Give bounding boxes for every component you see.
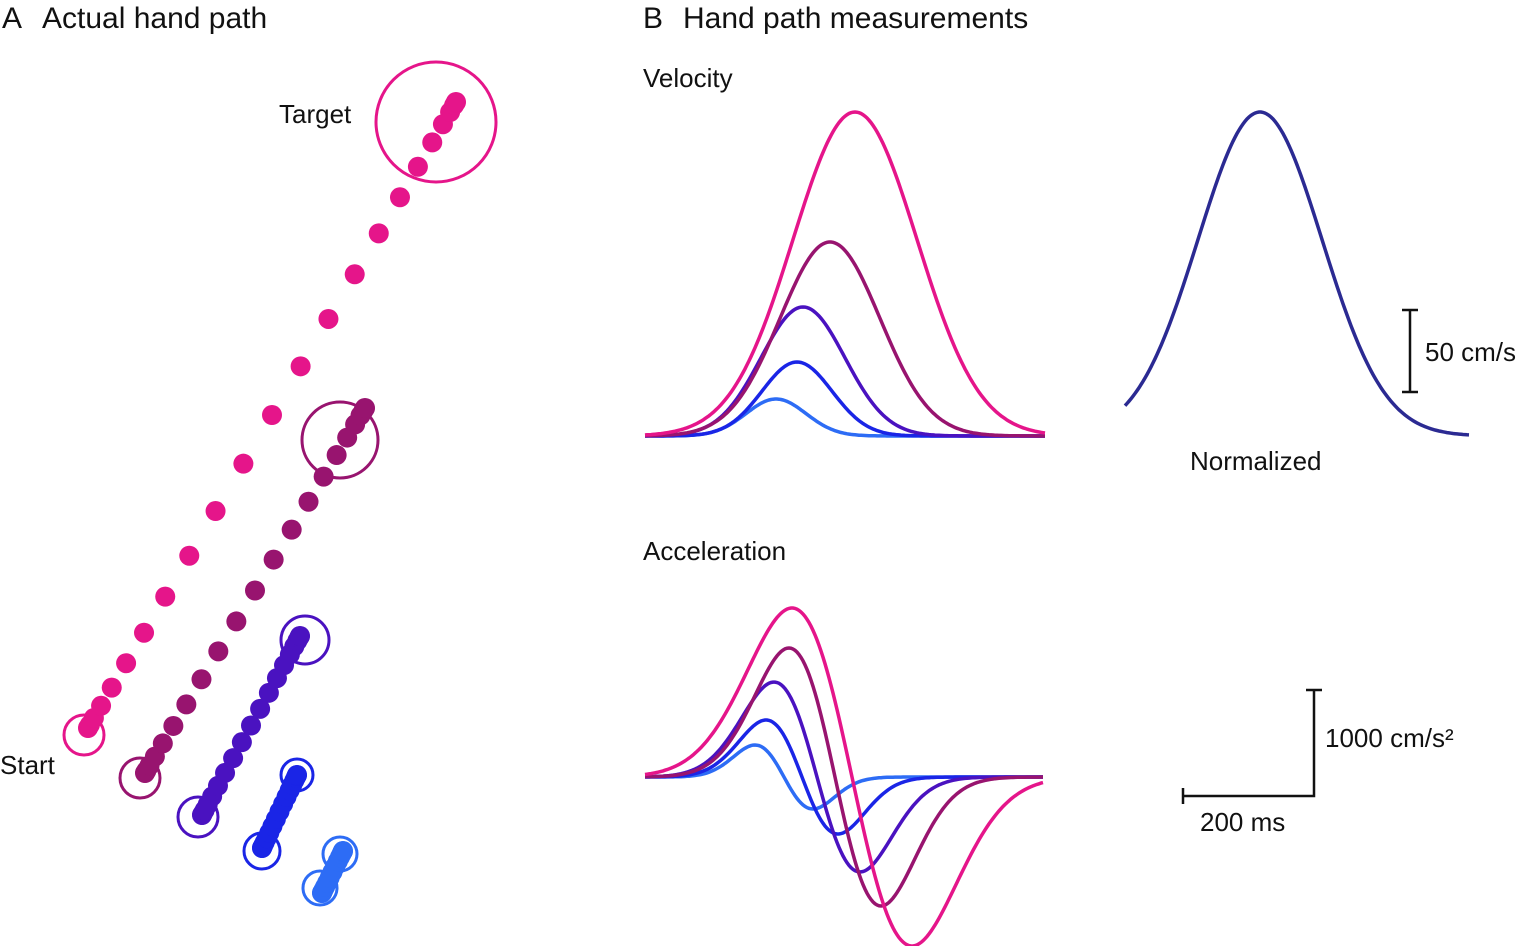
hand-dot — [355, 398, 375, 418]
hand-dot — [241, 715, 261, 736]
hand-dot — [287, 765, 307, 785]
path-circle — [118, 756, 162, 800]
panel-letter: B — [643, 2, 663, 35]
normalized-velocity-curve — [1123, 110, 1470, 437]
hand-dot — [313, 466, 334, 487]
hand-dot — [262, 405, 282, 425]
hand-dot — [318, 308, 339, 329]
acceleration-scale-label: 1000 cm/s² — [1325, 723, 1454, 753]
hand-dot — [231, 732, 252, 753]
hand-dot — [191, 669, 212, 690]
velocity-scale-bar — [1402, 308, 1418, 394]
hand-dot — [263, 549, 284, 570]
acceleration-curve — [645, 680, 1043, 874]
hand-dot — [116, 653, 137, 674]
hand-dot — [326, 445, 347, 466]
hand-dot — [205, 501, 226, 522]
path-circle — [374, 60, 498, 184]
panel-letter: A — [2, 2, 22, 35]
hand-dot — [250, 698, 271, 719]
hand-dot — [446, 92, 466, 112]
scale-bars — [1181, 308, 1418, 804]
hand-dot — [215, 762, 236, 783]
panel-title: Actual hand path — [42, 2, 267, 35]
hand-dot — [176, 694, 197, 715]
time-scale-label: 200 ms — [1200, 807, 1285, 837]
hand-dot — [344, 264, 365, 285]
hand-dot — [163, 715, 184, 736]
hand-dot — [298, 491, 319, 512]
path-circle — [62, 713, 106, 757]
hand-dot — [245, 580, 265, 601]
path-circle — [279, 614, 331, 666]
hand-dot — [290, 626, 310, 646]
hand-dot — [258, 682, 279, 703]
hand-dot — [91, 695, 112, 716]
hand-dot — [226, 611, 247, 632]
velocity-curve — [645, 240, 1045, 438]
acc-time-scale-bar — [1181, 688, 1322, 804]
acceleration-curve — [645, 646, 1043, 908]
hand-dot — [290, 356, 311, 377]
path-circle — [176, 795, 220, 839]
hand-dot — [389, 187, 410, 208]
hand-dot — [368, 223, 389, 244]
hand-dot — [155, 586, 176, 607]
hand-dot — [233, 453, 254, 474]
path-circle — [300, 400, 380, 480]
hand-dot — [101, 677, 122, 698]
hand-dot — [407, 156, 428, 177]
hand-dot — [422, 132, 443, 153]
acceleration-label: Acceleration — [643, 536, 786, 566]
velocity-label: Velocity — [643, 63, 733, 93]
velocity-curve — [644, 110, 1046, 437]
target-label: Target — [279, 99, 352, 129]
start-label: Start — [0, 750, 56, 780]
normalized-label: Normalized — [1190, 446, 1322, 476]
hand-dot — [208, 641, 229, 662]
acceleration-curve — [644, 606, 1044, 946]
hand-dot — [223, 748, 244, 769]
panel-title: Hand path measurements — [683, 2, 1028, 35]
hand-dot — [179, 545, 200, 566]
hand-dot — [134, 622, 155, 643]
hand-dot — [152, 733, 173, 754]
path-circle — [301, 869, 339, 907]
velocity-scale-label: 50 cm/s — [1425, 337, 1516, 367]
hand-dot — [281, 519, 302, 540]
hand-dot — [333, 841, 353, 861]
